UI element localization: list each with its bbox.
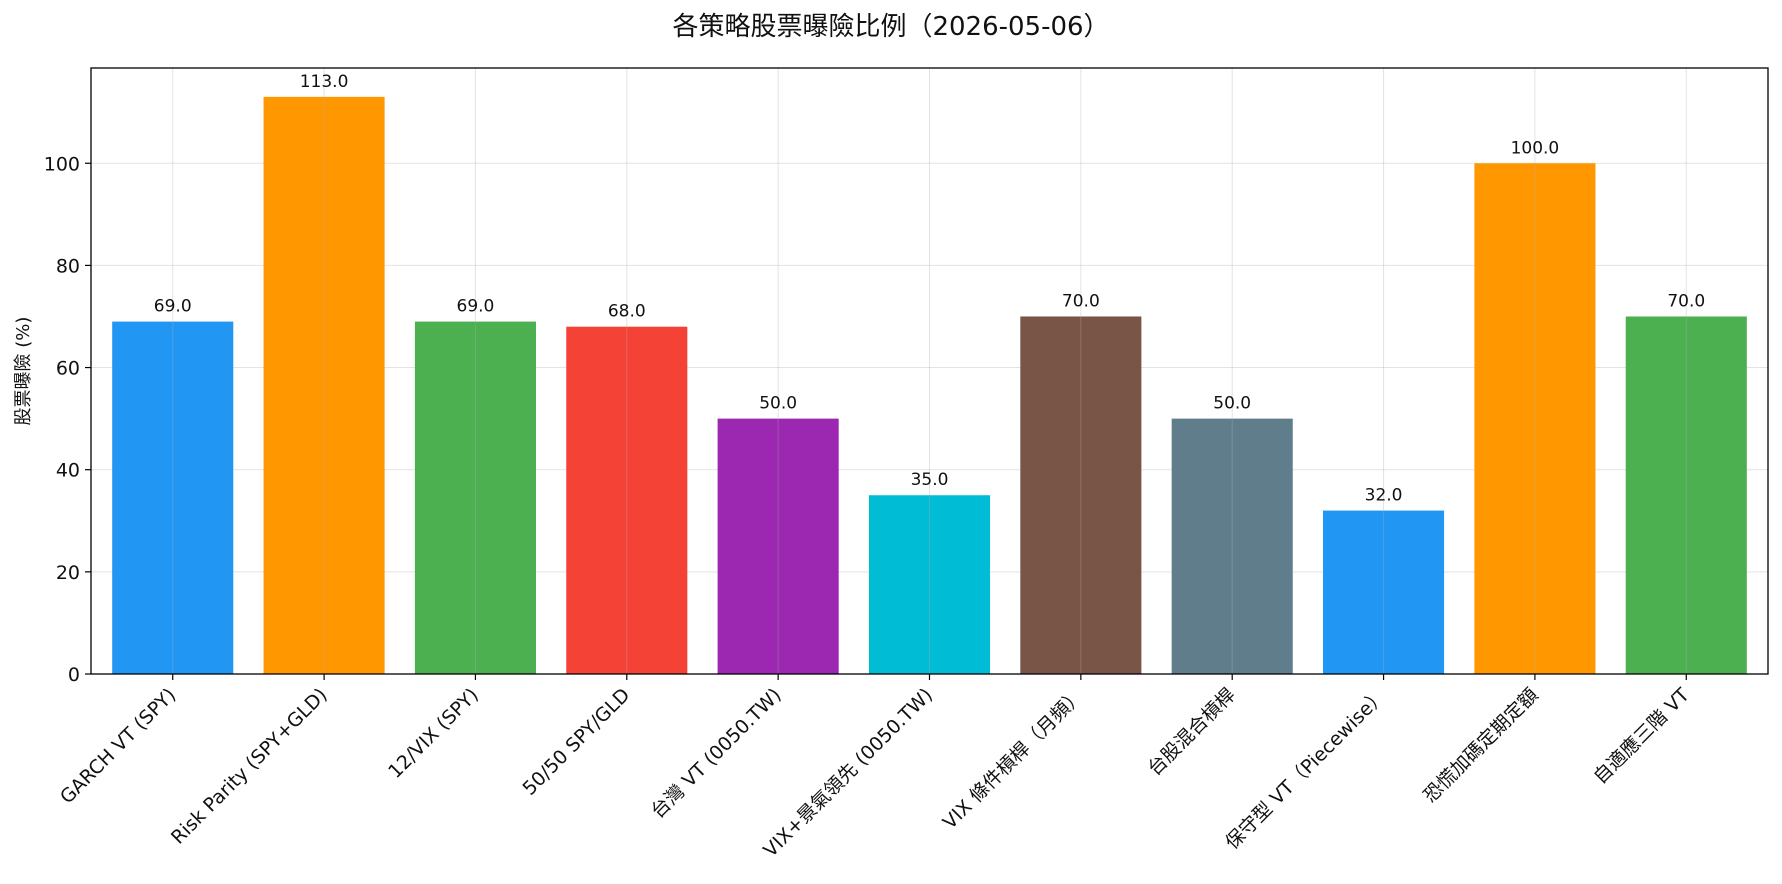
bar — [566, 326, 688, 674]
bar-value-label: 69.0 — [154, 297, 192, 317]
bar — [1625, 316, 1747, 674]
bar-value-label: 70.0 — [1062, 291, 1100, 311]
bar — [112, 321, 234, 674]
bar — [1323, 510, 1445, 674]
x-tick-label: 恐慌加碼定期定額 — [1419, 684, 1542, 807]
data-label-layer: 69.0 113.0 69.0 68.0 50.0 35.0 70.0 50.0 32.0 100… — [154, 72, 1705, 506]
bar-value-label: 69.0 — [457, 297, 495, 317]
x-tick-label: VIX 條件槓桿（月頻） — [939, 684, 1089, 834]
y-axis: 0 20 40 60 80 100 — [44, 153, 91, 686]
bar — [1474, 163, 1596, 675]
bar-value-label: 70.0 — [1667, 291, 1705, 311]
y-tick-label: 0 — [68, 664, 80, 686]
x-tick-label: 台灣 VT (0050.TW) — [647, 684, 786, 823]
x-tick-label: 自適應三階 VT — [1589, 683, 1694, 788]
bar-value-label: 50.0 — [759, 394, 797, 414]
bar — [414, 321, 536, 674]
bar-value-label: 32.0 — [1365, 486, 1403, 506]
chart-title: 各策略股票曝險比例（2026-05-06） — [672, 12, 1110, 42]
y-axis-label: 股票曝險 (%) — [13, 317, 34, 426]
x-tick-label: 12/VIX (SPY) — [384, 684, 483, 783]
x-tick-label: Risk Parity (SPY+GLD) — [167, 684, 332, 849]
bar — [717, 418, 839, 674]
bar — [868, 495, 991, 674]
x-tick-label: 台股混合槓桿 — [1144, 684, 1240, 780]
x-tick-label: 50/50 SPY/GLD — [518, 684, 634, 800]
x-tick-label: 保守型 VT（Piecewise） — [1221, 684, 1391, 854]
x-axis: GARCH VT (SPY)Risk Parity (SPY+GLD) 12/VI… — [56, 674, 1694, 862]
bar — [263, 96, 385, 675]
bar — [1020, 316, 1142, 674]
bar — [1171, 418, 1293, 674]
bar-value-label: 113.0 — [300, 72, 349, 92]
y-tick-label: 60 — [56, 358, 80, 380]
bar-value-label: 68.0 — [608, 302, 646, 322]
y-tick-label: 100 — [44, 153, 80, 175]
bar-value-label: 35.0 — [911, 470, 949, 490]
x-tick-label: GARCH VT (SPY) — [56, 684, 180, 808]
bar-layer — [112, 96, 1747, 675]
vertical-grid-layer — [172, 68, 1687, 674]
bar-value-label: 100.0 — [1511, 138, 1560, 158]
bar-value-label: 50.0 — [1213, 394, 1251, 414]
y-tick-label: 20 — [56, 562, 80, 584]
y-tick-label: 40 — [56, 460, 80, 482]
y-tick-label: 80 — [56, 255, 80, 277]
x-tick-label: VIX+景氣領先 (0050.TW) — [759, 684, 937, 862]
